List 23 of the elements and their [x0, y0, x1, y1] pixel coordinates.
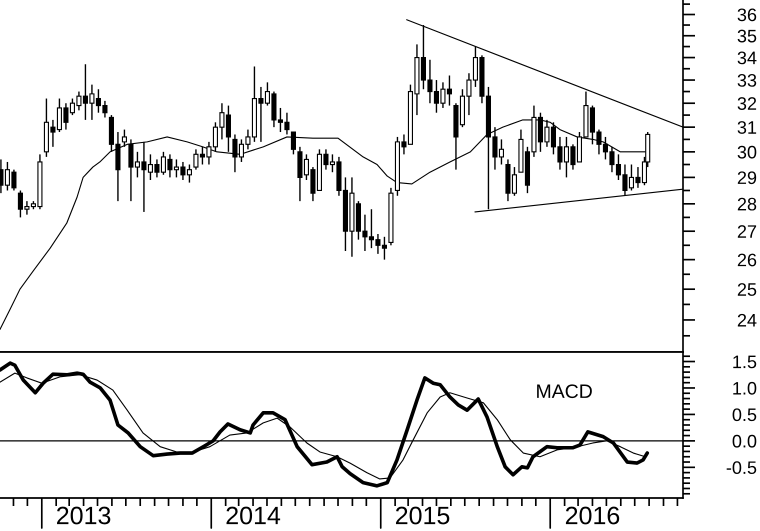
y-tick-label: 26	[738, 254, 756, 266]
x-tick-label: 2014	[226, 506, 280, 524]
y-tick-label: 0.5	[732, 408, 756, 422]
y-tick-label: 25	[738, 283, 756, 296]
y-tick-label: 24	[738, 314, 756, 326]
y-tick-label: 30	[738, 146, 756, 159]
y-tick-label: 1.0	[733, 382, 756, 395]
x-tick-label: 2016	[566, 506, 620, 524]
y-tick-label: 35	[738, 30, 756, 42]
y-tick-label: 33	[738, 74, 756, 87]
y-tick-label: 36	[738, 8, 756, 22]
y-tick-label: 34	[738, 52, 756, 64]
y-tick-label: 29	[738, 171, 756, 184]
annotation: MACD	[537, 384, 592, 398]
x-tick-label: 2013	[57, 506, 110, 524]
y-tick-label: 28	[738, 198, 756, 211]
y-tick-label: 32	[738, 97, 756, 110]
y-tick-label: 1.5	[733, 356, 756, 368]
y-tick-label: -0.5	[726, 461, 756, 474]
y-tick-label: 0.0	[732, 434, 756, 448]
x-tick-label: 2015	[396, 506, 450, 524]
y-tick-label: 31	[738, 121, 756, 134]
y-tick-label: 27	[738, 225, 756, 238]
